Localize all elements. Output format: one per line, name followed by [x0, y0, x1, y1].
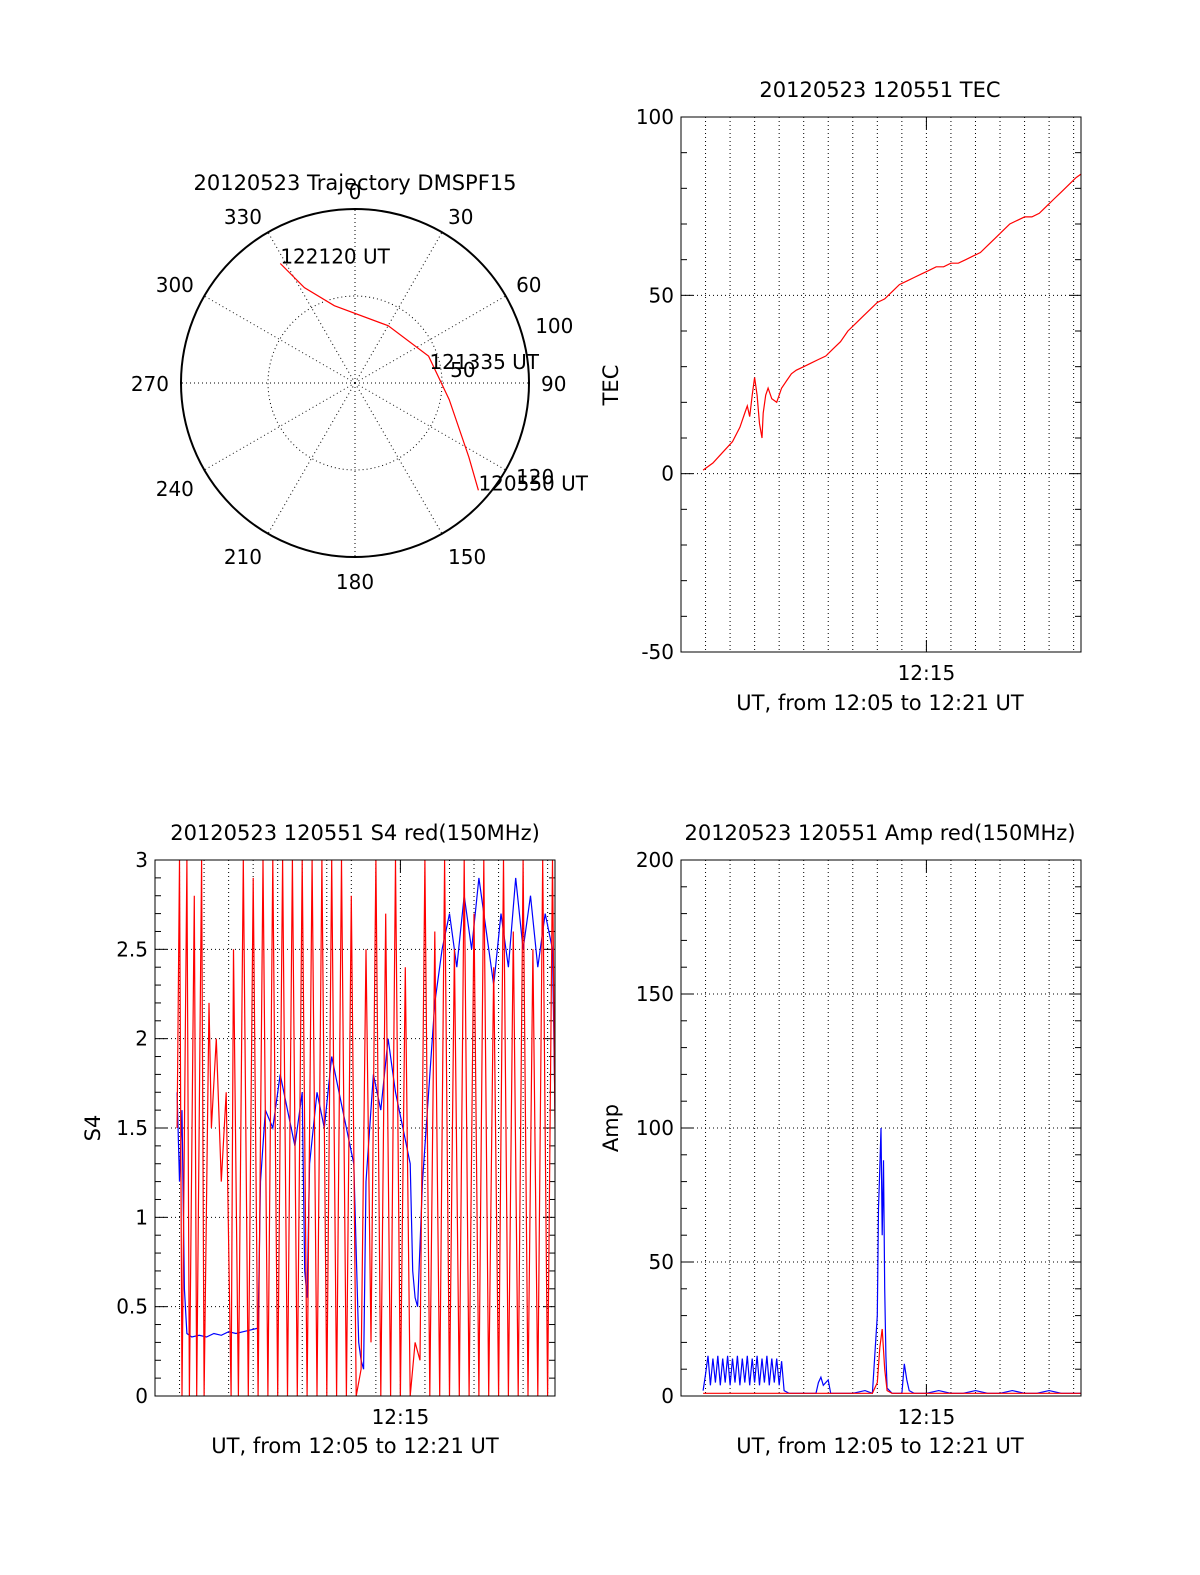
polar-angle-label: 60: [516, 273, 541, 297]
polar-angle-label: 180: [336, 570, 374, 594]
polar-angle-label: 330: [224, 205, 262, 229]
s4-y-tick-label: 2.5: [116, 937, 148, 961]
polar-angle-label: 0: [349, 180, 362, 204]
polar-spoke: [267, 382, 356, 534]
polar-angle-label: 270: [131, 372, 169, 396]
s4-y-tick-label: 0.5: [116, 1295, 148, 1319]
tec-y-tick-label: 0: [661, 462, 674, 486]
polar-radius-label: 100: [535, 314, 573, 338]
amp-panel: 20120523 120551 Amp red(150MHz) UT, from…: [599, 821, 1082, 1458]
amp-y-tick-label: 150: [636, 982, 674, 1006]
s4-plot-frame: [154, 859, 556, 1397]
tec-panel: 20120523 120551 TEC UT, from 12:05 to 12…: [599, 78, 1082, 715]
s4-y-tick-label: 2: [135, 1027, 148, 1051]
polar-angle-label: 210: [224, 545, 262, 569]
polar-outer-circle: [180, 208, 530, 558]
polar-spoke: [354, 295, 506, 384]
s4-y-tick-label: 0: [135, 1384, 148, 1408]
polar-spoke: [354, 382, 443, 534]
amp-y-tick-label: 100: [636, 1116, 674, 1140]
trajectory-title: 20120523 Trajectory DMSPF15: [193, 171, 516, 195]
tec-y-tick-label: -50: [641, 640, 674, 664]
s4-x-tick-label: 12:15: [372, 1405, 430, 1429]
amp-x-tick-label: 12:15: [898, 1405, 956, 1429]
s4-series-1-line: [176, 860, 555, 1396]
polar-angle-label: 300: [156, 273, 194, 297]
polar-radius-label: 50: [450, 358, 475, 382]
amp-plot-frame: [680, 859, 1082, 1397]
polar-ring: [267, 295, 443, 471]
amp-y-tick-label: 50: [649, 1250, 674, 1274]
polar-angle-label: 150: [448, 545, 486, 569]
amp-y-tick-label: 0: [661, 1384, 674, 1408]
tec-y-label: TEC: [599, 365, 623, 407]
polar-spoke: [354, 232, 443, 384]
amp-series-1-line: [703, 1328, 1081, 1394]
amp-series-0-line: [702, 1127, 1081, 1395]
polar-angle-label: 120: [516, 465, 554, 489]
s4-y-label: S4: [81, 1115, 105, 1142]
amp-x-label: UT, from 12:05 to 12:21 UT: [736, 1434, 1024, 1458]
s4-title: 20120523 120551 S4 red(150MHz): [170, 821, 540, 845]
s4-y-tick-label: 3: [135, 848, 148, 872]
tec-y-tick-label: 100: [636, 105, 674, 129]
tec-series-0-line: [702, 173, 1081, 471]
amp-y-label: Amp: [599, 1104, 623, 1152]
tec-plot-frame: [680, 116, 1082, 653]
polar-spoke: [267, 232, 356, 384]
s4-panel: 20120523 120551 S4 red(150MHz) UT, from …: [81, 821, 556, 1458]
tec-x-label: UT, from 12:05 to 12:21 UT: [736, 691, 1024, 715]
amp-y-tick-label: 200: [636, 848, 674, 872]
polar-angle-label: 240: [156, 477, 194, 501]
polar-angle-label: 90: [541, 372, 566, 396]
polar-angle-label: 30: [448, 205, 473, 229]
tec-y-tick-label: 50: [649, 283, 674, 307]
trajectory-time-annotation: 122120 UT: [280, 244, 390, 268]
polar-spoke: [354, 382, 506, 471]
s4-y-tick-label: 1: [135, 1205, 148, 1229]
trajectory-time-annotation: 120550 UT: [478, 471, 588, 495]
tec-title: 20120523 120551 TEC: [759, 78, 1000, 102]
trajectory-track-line: [279, 263, 479, 491]
polar-spoke: [204, 295, 356, 384]
s4-y-tick-label: 1.5: [116, 1116, 148, 1140]
amp-title: 20120523 120551 Amp red(150MHz): [684, 821, 1075, 845]
tec-x-tick-label: 12:15: [898, 661, 956, 685]
s4-x-label: UT, from 12:05 to 12:21 UT: [211, 1434, 499, 1458]
polar-spoke: [204, 382, 356, 471]
s4-series-0-line: [176, 877, 555, 1370]
trajectory-time-annotation: 121335 UT: [429, 350, 539, 374]
trajectory-panel: 20120523 Trajectory DMSPF15 0 30 60 90 120 15…: [131, 171, 589, 594]
